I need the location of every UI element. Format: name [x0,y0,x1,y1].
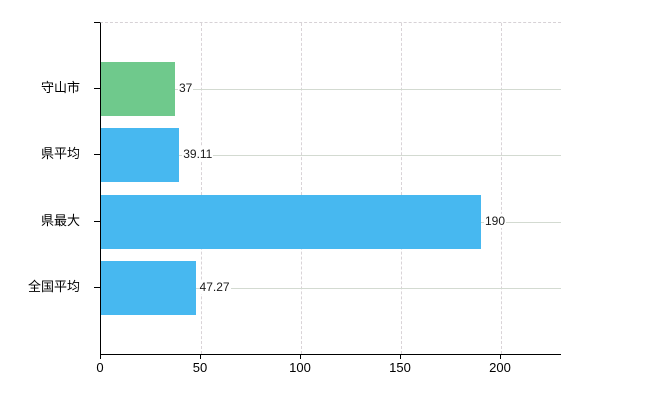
x-axis-tick-label: 100 [289,360,311,375]
y-axis-tick [94,88,100,90]
category-label: 全国平均 [27,278,80,294]
x-axis-tick [300,354,301,359]
bar-全国平均 [101,260,196,315]
x-axis-tick [100,354,101,359]
gridline-horizontal [101,155,561,157]
x-axis-tick [200,354,201,359]
category-label: 県最大 [40,212,80,228]
bar-県平均 [101,128,180,183]
y-axis-end-tick [94,22,100,23]
gridline-vertical [401,23,402,354]
bar-value-label: 39.11 [182,147,214,162]
bar-value-label: 37 [178,81,194,96]
x-axis-tick [500,354,501,359]
x-axis-tick-label: 150 [389,360,411,375]
x-axis-tick-label: 200 [489,360,511,375]
y-axis-tick [94,220,100,222]
category-label: 県平均 [40,146,80,162]
gridline-vertical [201,23,202,354]
gridline-vertical [301,23,302,354]
category-label: 守山市 [40,80,80,96]
x-axis-tick-label: 0 [96,360,104,375]
x-axis-tick-label: 50 [192,360,208,375]
bar-value-label: 47.27 [198,279,231,294]
bar-県最大 [101,194,481,249]
plot-area [100,22,561,355]
gridline-horizontal [101,287,561,289]
gridline-horizontal [101,89,561,91]
bar-守山市 [101,62,175,117]
y-axis-tick [94,154,100,156]
gridline-vertical [501,23,502,354]
y-axis-tick [94,286,100,288]
bar-value-label: 190 [484,213,507,228]
x-axis-tick [400,354,401,359]
